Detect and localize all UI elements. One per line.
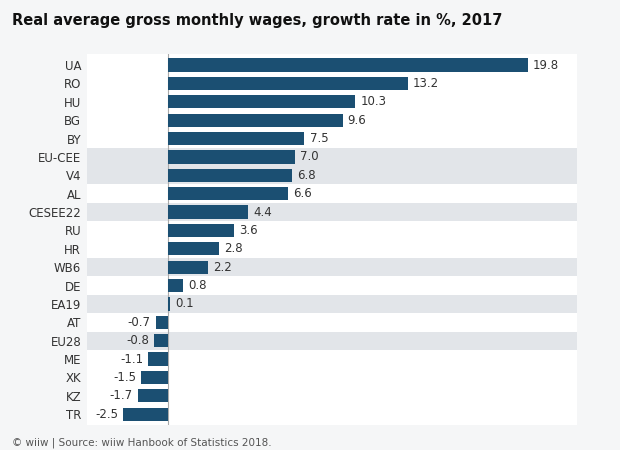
Bar <box>169 261 208 274</box>
Bar <box>87 332 577 350</box>
Text: 0.8: 0.8 <box>188 279 206 292</box>
Text: 19.8: 19.8 <box>533 58 559 72</box>
Text: -1.7: -1.7 <box>109 389 133 402</box>
Text: Real average gross monthly wages, growth rate in %, 2017: Real average gross monthly wages, growth… <box>12 14 503 28</box>
Bar <box>169 77 408 90</box>
Text: 7.5: 7.5 <box>309 132 328 145</box>
Text: 4.4: 4.4 <box>254 206 272 219</box>
Text: 3.6: 3.6 <box>239 224 257 237</box>
Text: 9.6: 9.6 <box>348 114 366 126</box>
Bar <box>169 224 234 237</box>
Bar <box>87 148 577 166</box>
Text: -1.5: -1.5 <box>113 371 136 384</box>
Bar <box>123 408 169 421</box>
Text: -1.1: -1.1 <box>120 353 143 365</box>
Text: 10.3: 10.3 <box>360 95 386 108</box>
Text: 6.6: 6.6 <box>293 187 312 200</box>
Bar <box>169 95 355 108</box>
Bar <box>87 166 577 184</box>
Bar <box>169 279 183 292</box>
Bar <box>156 316 169 329</box>
Text: -0.8: -0.8 <box>126 334 149 347</box>
Bar <box>169 132 304 145</box>
Bar <box>87 258 577 276</box>
Bar <box>169 242 219 256</box>
Text: 13.2: 13.2 <box>413 77 439 90</box>
Bar <box>169 150 295 163</box>
Bar <box>169 206 248 219</box>
Bar <box>141 371 169 384</box>
Bar <box>154 334 169 347</box>
Bar <box>169 297 171 310</box>
Bar <box>138 389 169 402</box>
Text: 2.8: 2.8 <box>224 242 243 255</box>
Bar <box>169 169 292 182</box>
Bar <box>87 203 577 221</box>
Bar <box>87 295 577 313</box>
Bar <box>169 187 288 200</box>
Text: 6.8: 6.8 <box>297 169 316 182</box>
Bar <box>148 352 169 366</box>
Text: -2.5: -2.5 <box>95 408 118 421</box>
Text: -0.7: -0.7 <box>128 316 151 329</box>
Text: 2.2: 2.2 <box>213 261 232 274</box>
Text: 0.1: 0.1 <box>175 297 194 310</box>
Bar <box>169 58 528 72</box>
Text: 7.0: 7.0 <box>301 150 319 163</box>
Bar <box>169 113 343 127</box>
Text: © wiiw | Source: wiiw Hanbook of Statistics 2018.: © wiiw | Source: wiiw Hanbook of Statist… <box>12 437 272 448</box>
